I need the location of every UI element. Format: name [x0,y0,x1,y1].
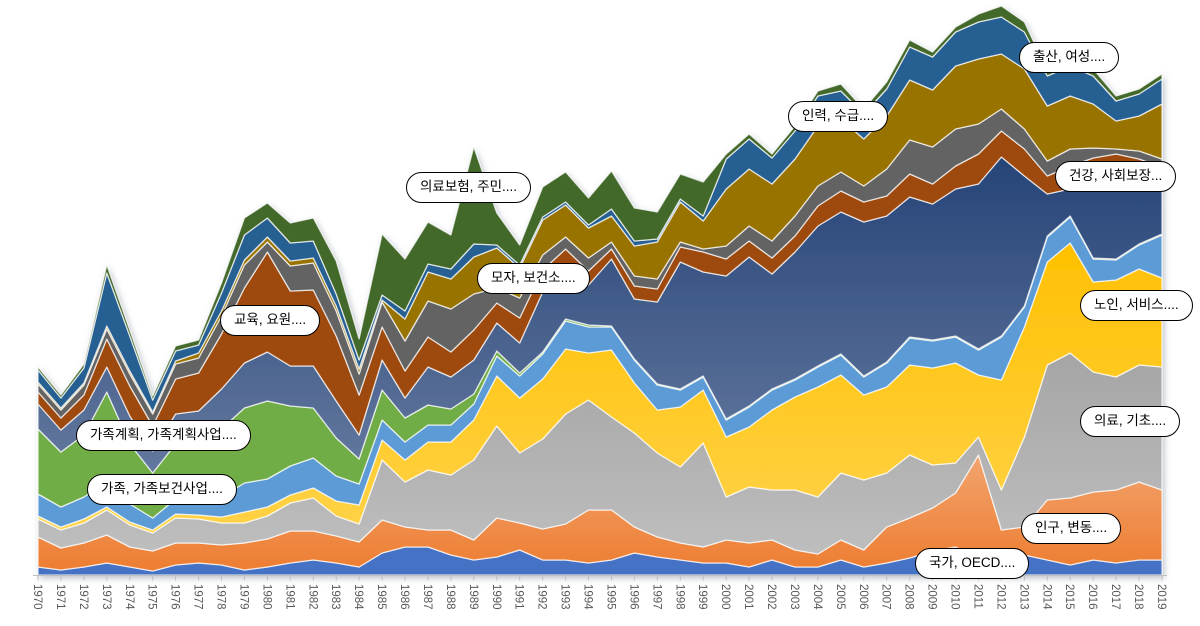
x-axis-tick-label: 2008 [903,584,915,610]
x-axis-tick-label: 1977 [192,584,204,610]
series-callout-chulsan: 출산, 여성.... [1019,42,1120,73]
area-stack-group [37,5,1163,576]
series-callout-geongang: 건강, 사회보장... [1055,161,1177,192]
x-axis-tick-label: 1982 [306,584,318,610]
x-axis-tick-label: 1995 [605,584,617,610]
x-axis-tick-label: 1989 [467,584,479,610]
x-axis-tick-label: 1976 [169,584,181,610]
x-axis-tick-label: 2010 [949,584,961,610]
x-axis-tick-label: 2000 [719,584,731,610]
x-axis-tick-label: 1987 [421,584,433,610]
x-axis-tick-label: 2016 [1086,584,1098,610]
x-axis-tick-label: 1981 [283,584,295,610]
x-axis-tick-label: 1990 [490,584,502,610]
x-axis-tick-label: 1999 [696,584,708,610]
x-axis-tick-label: 1970 [31,584,43,610]
x-axis-tick-label: 1998 [673,584,685,610]
x-axis-tick-label: 1971 [54,584,66,610]
series-callout-moja: 모자, 보건소.... [477,263,590,294]
x-axis-tick-label: 1992 [536,584,548,610]
x-axis-tick-label: 1983 [329,584,341,610]
x-axis-tick-label: 2004 [811,584,823,610]
series-callout-gajok: 가족, 가족보건사업.... [87,474,237,505]
x-axis-tick-label: 1991 [513,584,525,610]
x-axis-tick-label: 1994 [582,584,594,610]
x-axis-tick-label: 2007 [880,584,892,610]
x-axis-tick-label: 1993 [559,584,571,610]
x-axis-tick-label: 2015 [1063,584,1075,610]
x-axis-ticks [37,575,1163,581]
series-callout-noin: 노인, 서비스.... [1080,290,1193,321]
x-axis-tick-label: 1984 [352,584,364,610]
series-callout-gukga: 국가, OECD.... [915,548,1030,579]
area-series-11 [37,5,1163,401]
series-callout-ingu: 인구, 변동.... [1021,513,1122,544]
x-axis-tick-label: 1988 [444,584,456,610]
x-axis-tick-label: 2012 [994,584,1006,610]
x-axis-tick-label: 1980 [260,584,272,610]
series-callout-inryeok: 인력, 수급.... [788,101,889,132]
x-axis-tick-label: 2002 [765,584,777,610]
x-axis-tick-label: 2003 [788,584,800,610]
x-axis-tick-label: 1973 [100,584,112,610]
x-axis-tick-label: 2018 [1132,584,1144,610]
x-axis-tick-label: 2019 [1155,584,1167,610]
x-axis-tick-label: 1996 [627,584,639,610]
x-axis-tick-label: 1979 [237,584,249,610]
x-axis-tick-label: 1997 [650,584,662,610]
x-axis-tick-label: 2017 [1109,584,1121,610]
x-axis-tick-label: 1972 [77,584,89,610]
x-axis-tick-label: 1985 [375,584,387,610]
x-axis-tick-label: 2013 [1017,584,1029,610]
series-callout-gajokgyehoek: 가족계획, 가족계획사업.... [76,420,251,451]
x-axis-tick-label: 1978 [215,584,227,610]
x-axis-tick-label: 1986 [398,584,410,610]
series-callout-uiryo: 의료, 기초.... [1080,406,1181,437]
x-axis-tick-label: 2009 [926,584,938,610]
series-callout-uiryoboheom: 의료보험, 주민.... [406,172,532,203]
x-axis-tick-label: 2011 [972,584,984,609]
x-axis-tick-label: 2005 [834,584,846,610]
series-callout-gyoyuk: 교육, 요원.... [220,305,321,336]
x-axis-tick-label: 2001 [742,584,754,610]
x-axis-tick-label: 2006 [857,584,869,610]
x-axis-tick-label: 1974 [123,584,135,610]
x-axis-tick-label: 1975 [146,584,158,610]
x-axis: 1970 1971 1972 1973 1974 1975 1976 1977 1978 1979… [31,575,1167,610]
x-axis-tick-label: 2014 [1040,584,1052,610]
